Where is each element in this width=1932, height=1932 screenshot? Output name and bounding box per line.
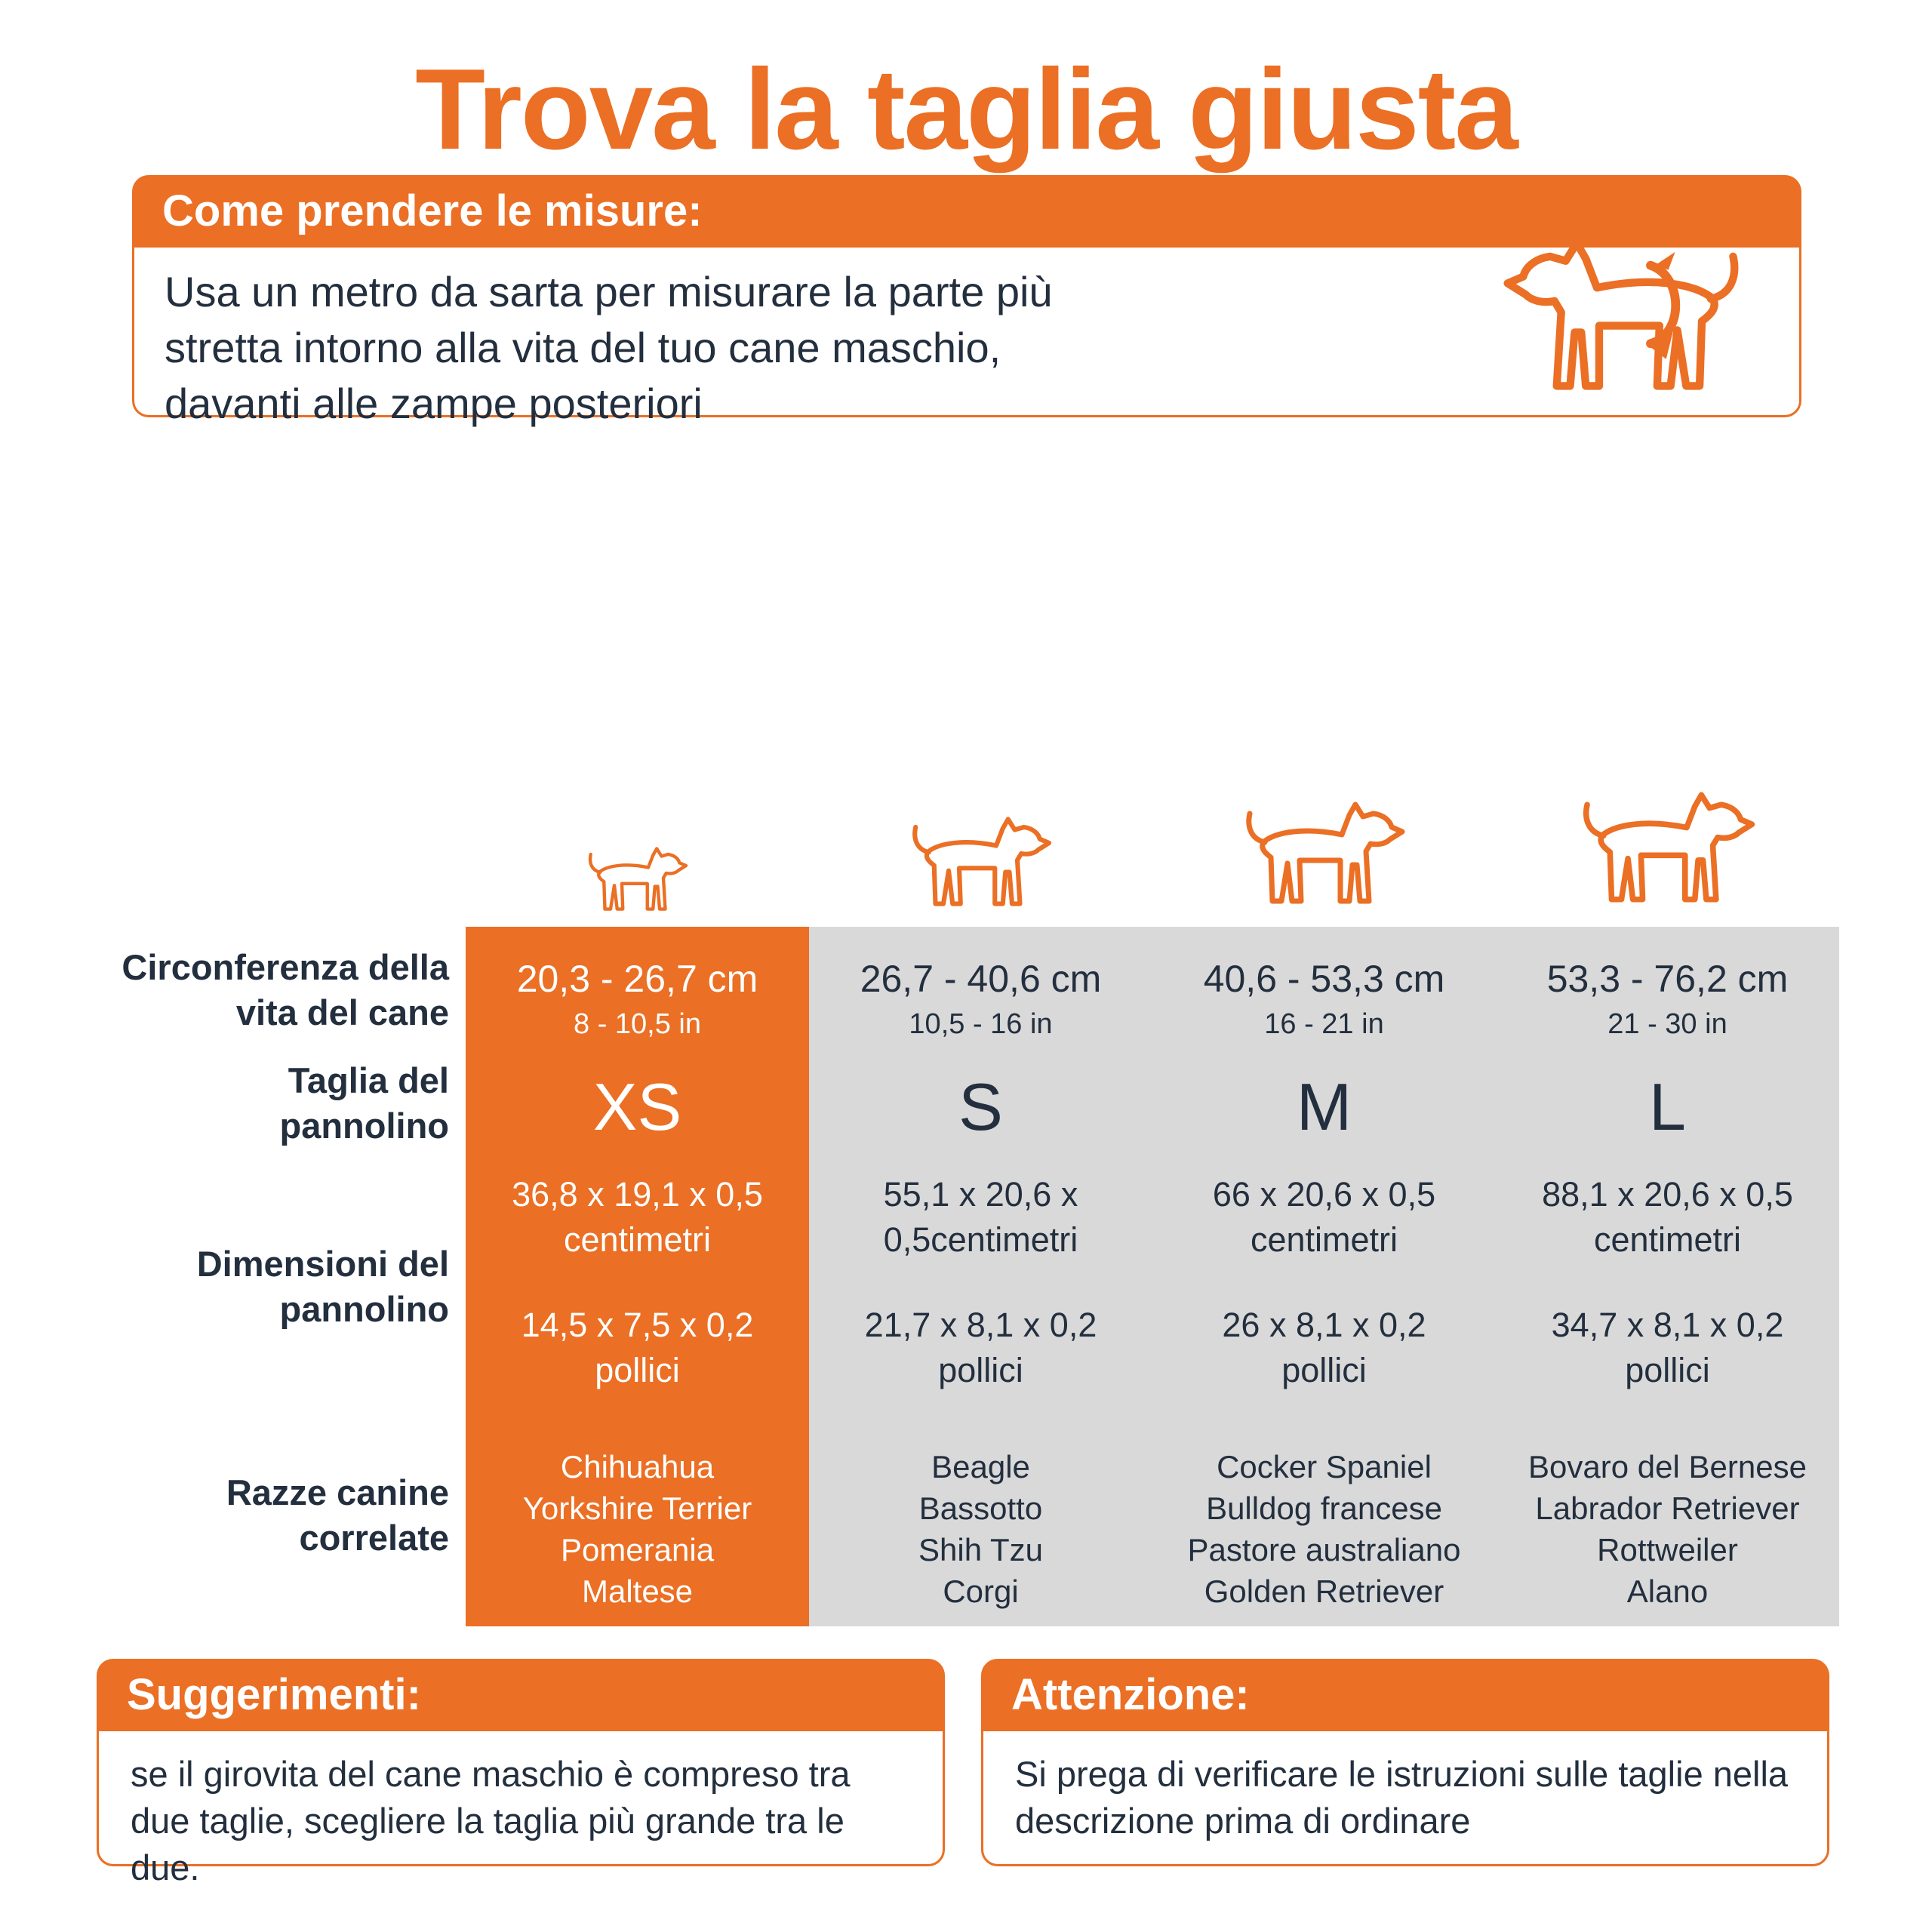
waist-range-cm: 20,3 - 26,7 cm xyxy=(516,958,758,1000)
size-column-l: 53,3 - 76,2 cm 21 - 30 in L 88,1 x 20,6 … xyxy=(1496,927,1839,1626)
tips-box: Suggerimenti: se il girovita del cane ma… xyxy=(97,1659,945,1887)
waist-range-in: 16 - 21 in xyxy=(1264,1008,1384,1040)
measure-instructions: Usa un metro da sarta per misurare la pa… xyxy=(165,268,1053,427)
related-breeds: Beagle Bassotto Shih Tzu Corgi xyxy=(918,1449,1043,1609)
waist-range-in: 8 - 10,5 in xyxy=(574,1008,701,1040)
size-label: M xyxy=(1296,1069,1352,1144)
size-column-m: 40,6 - 53,3 cm 16 - 21 in M 66 x 20,6 x … xyxy=(1152,927,1496,1626)
dog-icon-m xyxy=(1233,801,1414,922)
dimensions-in: 14,5 x 7,5 x 0,2 pollici xyxy=(521,1306,754,1389)
warning-box-body: Si prega di verificare le istruzioni sul… xyxy=(981,1731,1829,1866)
measuring-dog-icon xyxy=(1490,238,1758,417)
measure-box-header: Come prendere le misure: xyxy=(132,175,1801,248)
dog-icon-s xyxy=(901,817,1060,922)
dog-icon-xs xyxy=(580,847,694,922)
row-label-diaper-size: Taglia del pannolino xyxy=(279,1060,449,1146)
measure-box: Come prendere le misure: Usa un metro da… xyxy=(132,175,1801,427)
measure-box-body: Usa un metro da sarta per misurare la pa… xyxy=(132,248,1801,427)
size-column-s: 26,7 - 40,6 cm 10,5 - 16 in S 55,1 x 20,… xyxy=(809,927,1152,1626)
waist-range-in: 10,5 - 16 in xyxy=(909,1008,1053,1040)
dimensions-cm: 66 x 20,6 x 0,5 centimetri xyxy=(1212,1175,1436,1259)
size-label: S xyxy=(958,1069,1003,1144)
dimensions-in: 21,7 x 8,1 x 0,2 pollici xyxy=(864,1306,1097,1389)
size-label: XS xyxy=(592,1069,682,1144)
page-title: Trova la taglia giusta xyxy=(415,45,1518,174)
waist-range-cell: 26,7 - 40,6 cm 10,5 - 16 in xyxy=(809,957,1152,1041)
waist-range-cm: 53,3 - 76,2 cm xyxy=(1546,958,1789,1000)
waist-range-cm: 40,6 - 53,3 cm xyxy=(1203,958,1445,1000)
dimensions-cm: 55,1 x 20,6 x 0,5centimetri xyxy=(883,1175,1078,1259)
tips-box-body: se il girovita del cane maschio è compre… xyxy=(97,1731,945,1887)
dog-icon-l xyxy=(1569,792,1765,922)
related-breeds: Cocker Spaniel Bulldog francese Pastore … xyxy=(1187,1449,1461,1609)
waist-range-cell: 40,6 - 53,3 cm 16 - 21 in xyxy=(1152,957,1496,1041)
row-label-diaper-dimensions: Dimensioni del pannolino xyxy=(196,1244,449,1329)
dimensions-in: 34,7 x 8,1 x 0,2 pollici xyxy=(1551,1306,1784,1389)
waist-range-cell: 20,3 - 26,7 cm 8 - 10,5 in xyxy=(466,957,809,1041)
related-breeds: Chihuahua Yorkshire Terrier Pomerania Ma… xyxy=(522,1449,752,1609)
size-label: L xyxy=(1649,1069,1686,1144)
warning-box-header: Attenzione: xyxy=(981,1659,1829,1731)
waist-range-cm: 26,7 - 40,6 cm xyxy=(860,958,1102,1000)
waist-range-in: 21 - 30 in xyxy=(1607,1008,1727,1040)
waist-range-cell: 53,3 - 76,2 cm 21 - 30 in xyxy=(1496,957,1839,1041)
warning-box: Attenzione: Si prega di verificare le is… xyxy=(981,1659,1829,1866)
dimensions-in: 26 x 8,1 x 0,2 pollici xyxy=(1222,1306,1426,1389)
tips-box-header: Suggerimenti: xyxy=(97,1659,945,1731)
size-column-xs: 20,3 - 26,7 cm 8 - 10,5 in XS 36,8 x 19,… xyxy=(466,927,809,1626)
tips-text: se il girovita del cane maschio è compre… xyxy=(131,1754,851,1887)
warning-text: Si prega di verificare le istruzioni sul… xyxy=(1015,1754,1789,1841)
related-breeds: Bovaro del Bernese Labrador Retriever Ro… xyxy=(1528,1449,1807,1609)
dimensions-cm: 88,1 x 20,6 x 0,5 centimetri xyxy=(1542,1175,1793,1259)
dimensions-cm: 36,8 x 19,1 x 0,5 centimetri xyxy=(512,1175,763,1259)
row-label-related-breeds: Razze canine correlate xyxy=(226,1472,449,1558)
row-label-waist-circumference: Circonferenza della vita del cane xyxy=(122,947,449,1032)
